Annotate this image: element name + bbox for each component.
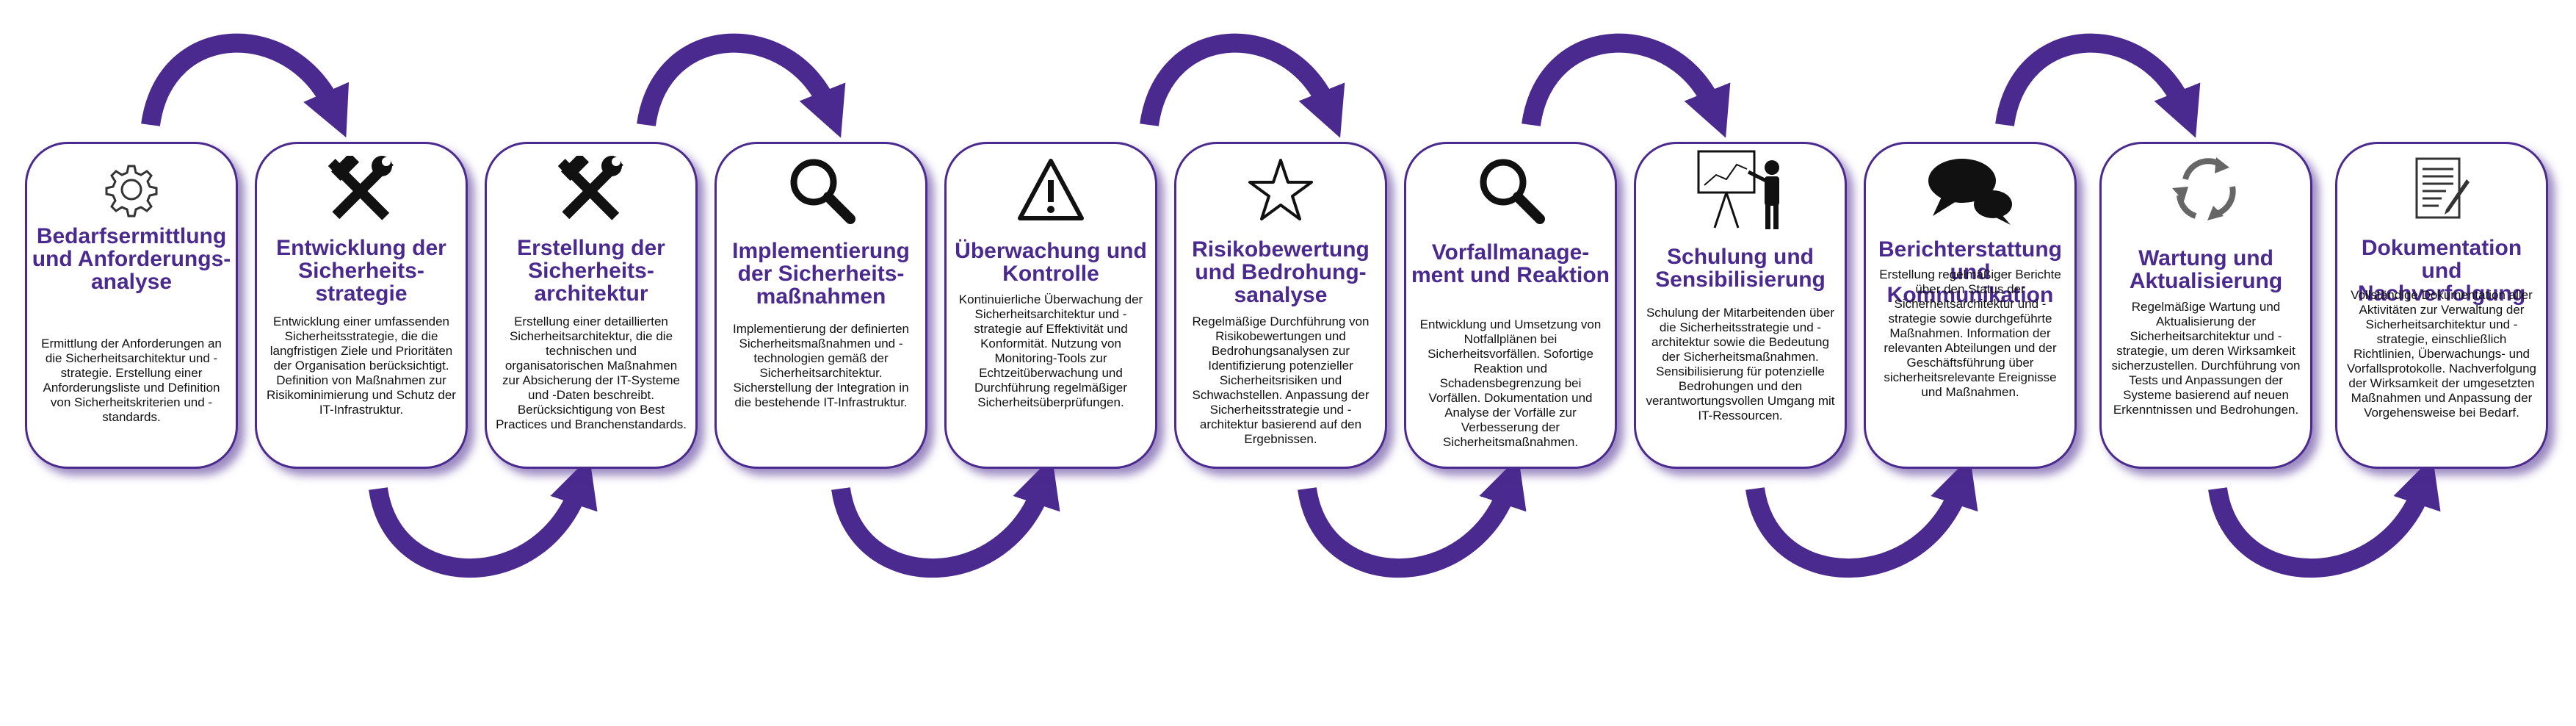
step-card: Wartung und Aktualisierung Regelmäßige W…: [2099, 142, 2312, 469]
document-icon: [2337, 153, 2546, 226]
step-title: Implementierung der Sicherheits-maßnahme…: [732, 239, 910, 309]
star-icon: [1176, 153, 1385, 226]
tools-icon: [257, 153, 466, 226]
step-card: Risikobewertung und Bedrohung-sanalyse R…: [1174, 142, 1387, 469]
arrow-bottom-1: [369, 456, 598, 578]
step-title: Überwachung und Kontrolle: [955, 239, 1147, 286]
step-title: Wartung und Aktualisierung: [2129, 246, 2283, 293]
step-description: Entwicklung einer umfassenden Sicherheit…: [267, 315, 456, 417]
arrow-top-1: [141, 33, 350, 138]
gear-icon: [27, 153, 236, 226]
step-card: Erstellung der Sicherheits-architektur E…: [485, 142, 698, 469]
step-title: Bedarfsermittlung und Anforderungs-analy…: [32, 224, 231, 294]
step-description: Erstellung regelmäßiger Berichte über de…: [1879, 267, 2061, 399]
arrow-top-4: [1522, 33, 1731, 138]
step-description: Regelmäßige Durchführung von Risikobewer…: [1192, 315, 1370, 446]
arrow-bottom-4: [1745, 456, 1978, 578]
step-description: Schulung der Mitarbeitenden über die Sic…: [1646, 306, 1835, 423]
arrow-bottom-2: [831, 456, 1060, 578]
step-description: Vollständige Dokumentation aller Aktivit…: [2347, 288, 2536, 420]
step-title: Berichterstattung und Kommunikation: [1878, 237, 2063, 307]
step-title: Entwicklung der Sicherheits-strategie: [276, 236, 446, 306]
step-title: Risikobewertung und Bedrohung-sanalyse: [1192, 237, 1370, 307]
step-card: Überwachung und Kontrolle Kontinuierlich…: [944, 142, 1157, 469]
warning-icon: [947, 153, 1155, 226]
step-card: Dokumentation und Nachverfolgung Vollstä…: [2335, 142, 2548, 469]
step-card: Vorfallmanage-ment und Reaktion Entwickl…: [1404, 142, 1617, 469]
step-card: Schulung und Sensibilisierung Schulung d…: [1634, 142, 1847, 469]
speech-bubbles-icon: [1866, 153, 2074, 226]
presentation-icon: [1636, 150, 1845, 229]
magnifier-icon: [717, 153, 925, 226]
arrow-bottom-3: [1298, 456, 1527, 578]
arrow-top-5: [1995, 33, 2201, 138]
step-title: Schulung und Sensibilisierung: [1655, 245, 1826, 292]
recycle-icon: [2102, 153, 2310, 226]
arrow-bottom-5: [2208, 456, 2441, 578]
step-title: Dokumentation und Nachverfolgung: [2357, 236, 2526, 306]
step-description: Ermittlung der Anforderungen an die Sich…: [41, 337, 222, 424]
step-card: Bedarfsermittlung und Anforderungs-analy…: [25, 142, 238, 469]
step-card: Berichterstattung und Kommunikation Erst…: [1864, 142, 2077, 469]
magnifier-icon: [1406, 153, 1615, 226]
arrow-top-3: [1140, 33, 1345, 138]
step-description: Implementierung der definierten Sicherhe…: [732, 322, 910, 409]
step-title: Erstellung der Sicherheits-architektur: [517, 236, 665, 306]
arrow-top-2: [637, 33, 846, 138]
step-title: Vorfallmanage-ment und Reaktion: [1411, 240, 1610, 287]
step-description: Kontinuierliche Überwachung der Sicherhe…: [958, 292, 1143, 409]
tools-icon: [487, 153, 695, 226]
step-description: Regelmäßige Wartung und Aktualisierung d…: [2111, 300, 2301, 417]
step-description: Erstellung einer detaillierten Sicherhei…: [496, 315, 687, 431]
step-description: Entwicklung und Umsetzung von Notfallplä…: [1419, 317, 1602, 449]
step-card: Implementierung der Sicherheits-maßnahme…: [714, 142, 927, 469]
step-card: Entwicklung der Sicherheits-strategie En…: [255, 142, 468, 469]
